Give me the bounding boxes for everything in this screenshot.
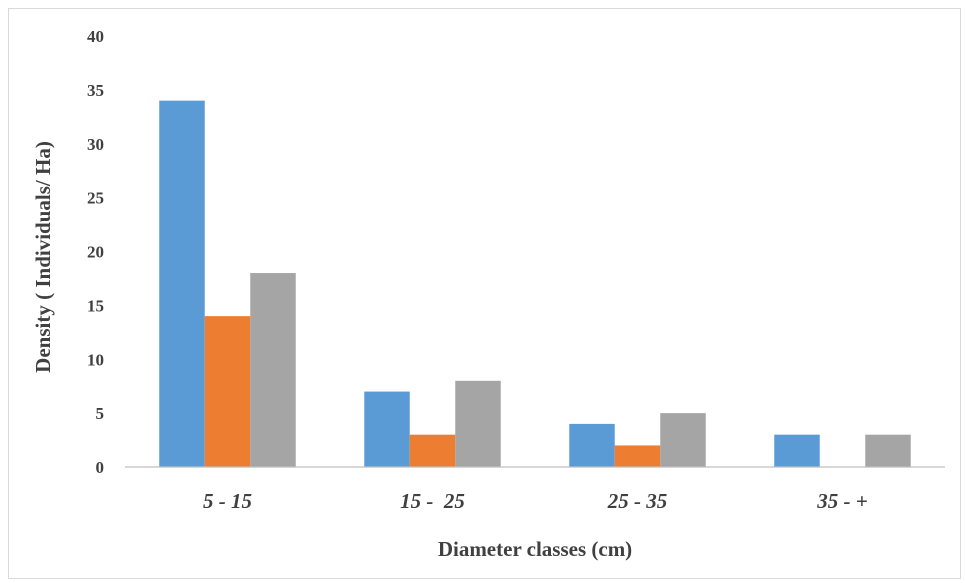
y-tick-label: 10 — [87, 350, 104, 369]
y-tick-label: 35 — [87, 81, 104, 100]
y-tick-label: 20 — [87, 243, 104, 262]
x-category-label: 15 - 25 — [400, 489, 465, 513]
bar — [614, 445, 661, 467]
bar — [455, 380, 501, 467]
y-tick-label: 25 — [87, 189, 104, 208]
bar — [364, 391, 410, 467]
bar — [660, 413, 706, 467]
y-tick-label: 15 — [87, 296, 104, 315]
y-tick-label: 5 — [96, 404, 105, 423]
y-tick-label: 30 — [87, 135, 104, 154]
bar — [774, 434, 820, 467]
bars — [159, 100, 911, 468]
bar — [250, 273, 296, 467]
y-axis-ticks: 0 5 10 15 20 25 30 35 40 — [87, 27, 104, 477]
bar — [409, 434, 456, 467]
bar — [569, 423, 615, 467]
x-category-label: 25 - 35 — [607, 489, 668, 513]
bar — [865, 434, 911, 467]
x-category-label: 35 - + — [816, 489, 867, 513]
x-category-label: 5 - 15 — [203, 489, 252, 513]
y-axis-title: Density ( Individuals/ Ha) — [31, 141, 55, 373]
y-tick-label: 40 — [87, 27, 104, 46]
x-axis-title: Diameter classes (cm) — [438, 537, 632, 561]
x-axis-categories: 5 - 15 15 - 25 25 - 35 35 - + — [203, 489, 868, 513]
y-tick-label: 0 — [96, 458, 105, 477]
bar — [159, 100, 205, 468]
bar — [204, 316, 251, 467]
